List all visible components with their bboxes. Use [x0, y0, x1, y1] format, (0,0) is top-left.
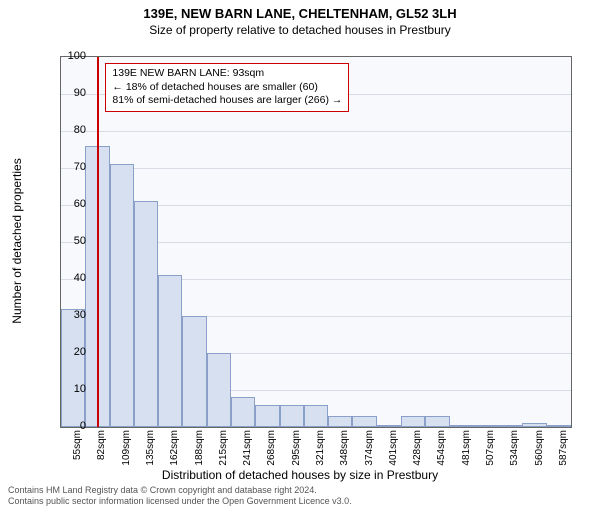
chart-subtitle: Size of property relative to detached ho…: [0, 23, 600, 37]
plot-area: 139E NEW BARN LANE: 93sqm← 18% of detach…: [60, 56, 572, 428]
y-tick-label: 30: [56, 309, 86, 321]
x-tick-label: 348sqm: [339, 430, 350, 470]
callout-box: 139E NEW BARN LANE: 93sqm← 18% of detach…: [105, 63, 349, 112]
x-tick-label: 587sqm: [558, 430, 569, 470]
histogram-bar: [377, 425, 401, 427]
x-tick-label: 560sqm: [534, 430, 545, 470]
x-tick-label: 241sqm: [242, 430, 253, 470]
x-tick-label: 374sqm: [364, 430, 375, 470]
histogram-bar: [328, 416, 352, 427]
histogram-bar: [304, 405, 328, 427]
histogram-bar: [498, 425, 522, 427]
x-tick-label: 109sqm: [121, 430, 132, 470]
y-tick-label: 70: [56, 161, 86, 173]
histogram-bar: [61, 309, 85, 427]
histogram-bar: [255, 405, 279, 427]
chart-title: 139E, NEW BARN LANE, CHELTENHAM, GL52 3L…: [0, 6, 600, 21]
x-tick-label: 188sqm: [194, 430, 205, 470]
footer-line2: Contains public sector information licen…: [8, 496, 352, 506]
x-tick-label: 268sqm: [266, 430, 277, 470]
y-tick-label: 10: [56, 383, 86, 395]
histogram-bar: [401, 416, 425, 427]
x-tick-label: 507sqm: [485, 430, 496, 470]
gridline: [61, 168, 571, 169]
footer-text: Contains HM Land Registry data © Crown c…: [8, 485, 352, 506]
y-tick-label: 40: [56, 272, 86, 284]
histogram-bar: [450, 425, 474, 427]
callout-line3: 81% of semi-detached houses are larger (…: [112, 94, 342, 108]
callout-line1: 139E NEW BARN LANE: 93sqm: [112, 67, 342, 81]
x-tick-label: 481sqm: [461, 430, 472, 470]
histogram-bar: [522, 423, 546, 427]
x-tick-label: 215sqm: [218, 430, 229, 470]
y-tick-label: 20: [56, 346, 86, 358]
y-tick-label: 100: [56, 50, 86, 62]
histogram-bar: [280, 405, 304, 427]
x-tick-label: 428sqm: [412, 430, 423, 470]
x-tick-label: 295sqm: [291, 430, 302, 470]
histogram-bar: [425, 416, 449, 427]
x-tick-label: 82sqm: [96, 430, 107, 470]
callout-line2: ← 18% of detached houses are smaller (60…: [112, 81, 342, 95]
y-tick-label: 90: [56, 87, 86, 99]
histogram-bar: [158, 275, 182, 427]
y-tick-label: 50: [56, 235, 86, 247]
x-tick-label: 55sqm: [72, 430, 83, 470]
x-tick-label: 162sqm: [169, 430, 180, 470]
y-axis-label: Number of detached properties: [10, 158, 24, 323]
y-tick-label: 60: [56, 198, 86, 210]
chart-container: 139E, NEW BARN LANE, CHELTENHAM, GL52 3L…: [0, 6, 600, 506]
histogram-bar: [547, 425, 571, 427]
x-axis-label: Distribution of detached houses by size …: [0, 468, 600, 482]
histogram-bar: [474, 425, 498, 427]
x-tick-label: 135sqm: [145, 430, 156, 470]
x-tick-label: 534sqm: [509, 430, 520, 470]
histogram-bar: [134, 201, 158, 427]
reference-line: [97, 57, 99, 427]
gridline: [61, 131, 571, 132]
x-tick-label: 401sqm: [388, 430, 399, 470]
y-tick-label: 80: [56, 124, 86, 136]
x-tick-label: 321sqm: [315, 430, 326, 470]
histogram-bar: [110, 164, 134, 427]
histogram-bar: [207, 353, 231, 427]
histogram-bar: [352, 416, 376, 427]
x-tick-label: 454sqm: [436, 430, 447, 470]
histogram-bar: [231, 397, 255, 427]
footer-line1: Contains HM Land Registry data © Crown c…: [8, 485, 317, 495]
histogram-bar: [182, 316, 206, 427]
